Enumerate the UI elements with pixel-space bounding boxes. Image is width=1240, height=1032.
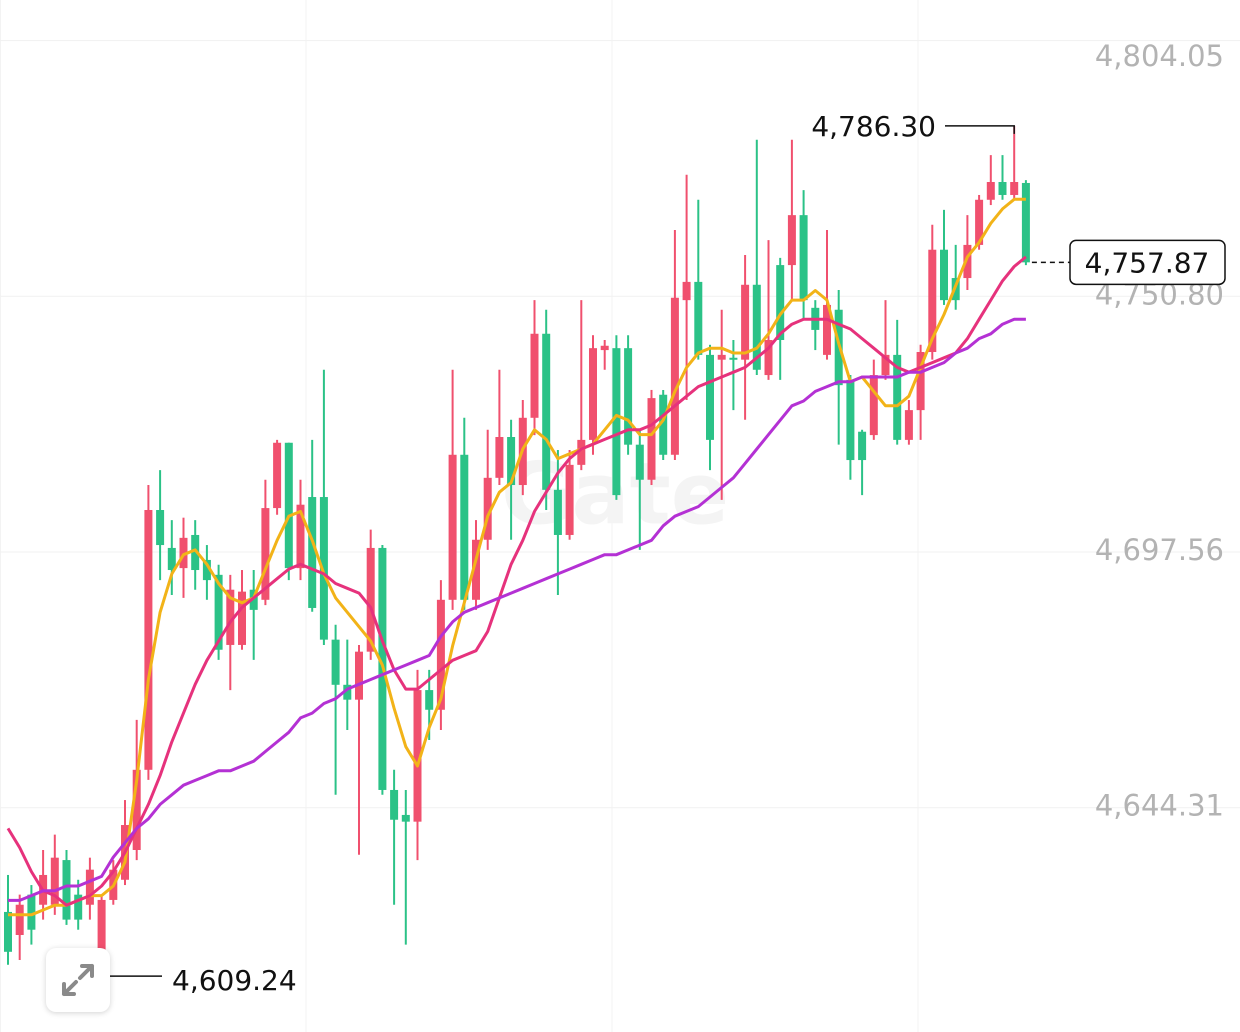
candle-body (366, 547, 375, 652)
candle-body (530, 333, 539, 418)
ma-line (8, 317, 1026, 902)
max-marker-line (945, 125, 1015, 134)
candle-body (928, 249, 937, 353)
candle-body (787, 215, 796, 266)
candle-body (986, 182, 995, 200)
candle-body (904, 410, 913, 440)
expand-icon (62, 964, 94, 996)
candle-body (565, 464, 574, 535)
candle-body (975, 199, 984, 245)
candle-body (401, 814, 410, 822)
candle-body (600, 345, 609, 351)
candle-body (85, 869, 94, 905)
y-tick-label: 4,697.56 (1095, 533, 1224, 567)
min-marker-line (100, 968, 162, 977)
candle-body (647, 398, 656, 480)
candle-body (296, 504, 305, 569)
candle-body (472, 539, 480, 600)
candle-body (179, 537, 188, 569)
candle-body (425, 690, 434, 710)
candle-body (659, 394, 668, 455)
candle-body (706, 354, 714, 440)
candle-body (553, 489, 562, 535)
candle-body (15, 904, 24, 935)
y-tick-label: 4,644.31 (1095, 789, 1224, 823)
candle-body (776, 265, 785, 340)
candle-body (50, 857, 59, 905)
y-tick-label: 4,804.05 (1095, 39, 1224, 73)
expand-button[interactable] (46, 948, 110, 1012)
candle-body (284, 442, 293, 569)
candle-body (460, 454, 469, 600)
candle-body (940, 249, 948, 301)
candle-body (752, 284, 761, 370)
candle-body (635, 444, 644, 480)
candle-body (764, 339, 773, 376)
last-price-box (1069, 239, 1226, 286)
candle-body (390, 789, 399, 820)
candle-body (670, 297, 679, 455)
candle-body (202, 559, 211, 581)
candle-body (167, 547, 176, 571)
candle-body (694, 281, 703, 355)
candle-body (963, 244, 972, 279)
candle-body (343, 684, 352, 700)
candle-body (483, 477, 492, 540)
candle-body (741, 284, 750, 360)
candle-body (612, 348, 621, 496)
candle-body (214, 574, 223, 650)
last-price-label: 4,757.87 (1085, 246, 1210, 279)
candle-body (261, 508, 270, 600)
max-marker-label: 4,786.30 (811, 110, 936, 143)
candle-body (823, 304, 831, 355)
ma-line (6, 255, 1027, 907)
candle-body (226, 589, 235, 645)
candle-body (1021, 182, 1030, 263)
candle-body (998, 182, 1007, 195)
candle-body (881, 354, 890, 376)
candle-body (62, 860, 71, 920)
candle-body (144, 509, 153, 770)
candle-body (893, 354, 902, 440)
candle-body (331, 639, 340, 685)
candle-body (589, 348, 597, 440)
candle-body (273, 442, 282, 509)
candle-body (27, 894, 36, 930)
candle-body (577, 439, 586, 465)
candle-body (413, 690, 422, 822)
vertical-grid (0, 0, 919, 1032)
candle-body (132, 769, 141, 850)
candle-body (916, 352, 925, 411)
candle-body (507, 437, 516, 486)
candle-body (308, 497, 317, 608)
candle-body (156, 509, 165, 546)
candle-body (869, 375, 878, 436)
candle-body (799, 215, 808, 301)
min-marker-label: 4,609.24 (172, 964, 297, 997)
candle-body (858, 431, 867, 461)
candle-body (436, 599, 445, 710)
candle-body (191, 534, 200, 571)
candle-body (319, 497, 328, 640)
candle-body (355, 651, 363, 700)
candle-body (495, 437, 504, 478)
candle-body (846, 379, 855, 461)
candle-body (717, 354, 726, 360)
candle-body (1010, 182, 1019, 195)
candle-body (238, 591, 246, 645)
candle-body (74, 894, 83, 920)
candle-body (448, 454, 457, 600)
candle-body (682, 281, 691, 301)
candle-body (542, 333, 551, 490)
candle-body (4, 911, 12, 952)
candle-body (729, 357, 738, 360)
candle-body (624, 348, 633, 445)
candle-body (97, 899, 106, 970)
